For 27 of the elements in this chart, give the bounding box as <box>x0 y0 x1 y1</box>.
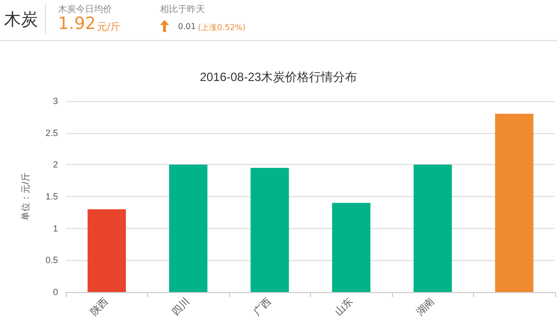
bar <box>169 164 208 292</box>
bar <box>88 209 126 292</box>
y-tick-label: 3 <box>52 96 58 106</box>
chart-title: 2016-08-23木炭价格行情分布 <box>200 70 358 84</box>
x-tick-label: 广西 <box>251 295 274 318</box>
text: (上涨0.52%) <box>198 22 246 33</box>
x-tick-label: 山东 <box>332 295 356 318</box>
text: 木炭 <box>4 9 38 31</box>
bar <box>414 164 452 292</box>
y-tick-label: 2.5 <box>45 128 58 138</box>
x-tick-label: 陕西 <box>88 295 111 318</box>
y-tick-label: 0 <box>52 287 58 297</box>
x-tick-label: 湖南 <box>414 295 437 318</box>
text: 木炭今日均价 <box>58 4 112 16</box>
text: 相比于昨天 <box>160 4 205 16</box>
text: 元/斤 <box>97 20 120 34</box>
text: 1.92 <box>58 14 96 34</box>
bar <box>495 114 534 292</box>
text: 0.01 <box>178 22 196 31</box>
y-tick-label: 1 <box>52 223 58 234</box>
y-axis-title: 单位：元/斤 <box>20 172 30 220</box>
bar <box>250 168 289 292</box>
y-tick-label: 0.5 <box>45 255 58 266</box>
bar <box>332 202 370 292</box>
y-tick-label: 1.5 <box>45 192 58 202</box>
x-tick-label: 四川 <box>170 295 192 318</box>
y-tick-label: 2 <box>52 160 58 170</box>
